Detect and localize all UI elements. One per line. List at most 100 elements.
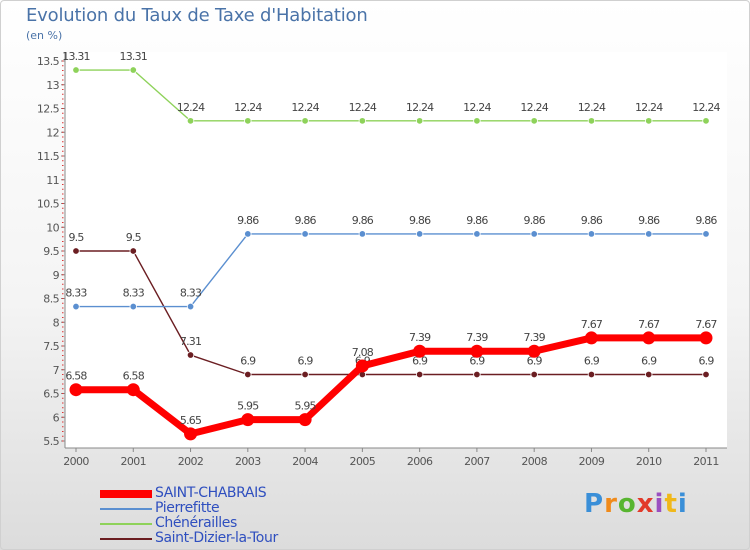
x-tick-label: 2007 [464,455,490,468]
data-point-saint-chabrais [584,331,598,345]
y-minor-tick [62,250,64,252]
data-label-chenerailles: 12.24 [349,101,377,114]
data-label-saint-chabrais: 5.95 [237,400,259,413]
data-point-saint-chabrais [355,359,369,373]
logo-letter: o [617,489,637,519]
data-label-saint-dizier-la-tour: 7.31 [180,335,201,348]
data-point-pierrefitte [358,230,367,238]
x-tick-label: 2005 [350,455,376,468]
y-minor-tick [62,364,64,366]
y-minor-tick [62,359,64,361]
y-minor-tick [62,79,64,81]
y-minor-tick [62,350,64,352]
y-minor-tick [62,84,64,86]
y-minor-tick [62,383,64,385]
data-point-chenerailles [473,117,481,125]
y-minor-tick [62,397,64,399]
data-label-saint-chabrais: 6.58 [65,370,87,383]
data-label-chenerailles: 12.24 [463,101,491,114]
data-label-saint-chabrais: 6.58 [123,370,145,383]
y-minor-tick [62,231,64,233]
y-minor-tick [62,112,64,114]
data-label-saint-dizier-la-tour: 9.5 [68,231,84,244]
data-point-saint-dizier-la-tour [301,370,309,379]
y-minor-tick [62,103,64,105]
data-label-saint-chabrais: 7.67 [695,318,717,331]
data-label-saint-dizier-la-tour: 6.9 [698,355,714,368]
y-minor-tick [62,279,64,280]
data-point-pierrefitte [244,230,252,238]
y-minor-tick [62,388,64,390]
x-tick-label: 2000 [63,455,89,468]
y-minor-tick [62,89,64,90]
y-tick-label: 10 [46,221,59,234]
chart-unit-label: (en %) [26,29,63,42]
data-label-pierrefitte: 9.86 [352,214,374,227]
data-point-pierrefitte [186,302,195,311]
y-minor-tick [62,93,64,95]
data-point-pierrefitte [72,302,80,311]
data-point-pierrefitte [587,230,596,238]
data-label-chenerailles: 12.24 [692,101,720,114]
data-point-pierrefitte [702,230,710,238]
data-label-saint-dizier-la-tour: 6.9 [527,355,543,368]
data-label-pierrefitte: 9.86 [466,214,488,227]
data-label-saint-chabrais: 7.39 [409,331,431,344]
y-minor-tick [62,169,64,171]
y-tick-label: 9.5 [43,245,59,258]
y-minor-tick [62,241,64,242]
y-tick-label: 7.5 [43,340,59,353]
y-tick-label: 13.5 [37,55,60,68]
data-point-chenerailles [301,117,309,125]
y-minor-tick [62,236,64,238]
y-minor-tick [62,136,64,138]
y-minor-tick [62,212,64,214]
data-label-chenerailles: 12.24 [291,101,319,114]
y-minor-tick [62,421,64,423]
data-label-pierrefitte: 8.33 [180,287,202,300]
series-line-saint-chabrais [72,334,710,438]
y-minor-tick [62,440,64,442]
data-label-saint-chabrais: 5.95 [294,400,316,413]
y-minor-tick [62,374,64,375]
data-label-saint-dizier-la-tour: 6.9 [469,355,485,368]
data-label-saint-dizier-la-tour: 6.9 [641,355,657,368]
y-minor-tick [62,188,64,190]
data-point-saint-chabrais [69,383,83,397]
y-tick-label: 7 [53,364,60,377]
y-minor-tick [62,150,64,152]
logo-letter: x [636,489,655,519]
y-minor-tick [62,131,64,133]
y-minor-tick [62,402,64,404]
y-minor-tick [62,355,64,356]
y-minor-tick [62,127,64,128]
y-minor-tick [62,393,64,394]
data-point-chenerailles [244,117,252,125]
y-minor-tick [62,260,64,261]
x-tick-label: 2001 [120,455,146,468]
y-minor-tick [62,426,64,428]
y-tick-label: 12.5 [37,103,60,116]
legend-label-pierrefitte: Pierrefitte [155,500,220,516]
data-label-pierrefitte: 9.86 [581,214,603,227]
data-label-chenerailles: 12.24 [406,101,434,114]
legend-swatch-chenerailles [100,523,152,525]
data-point-saint-dizier-la-tour [244,370,252,379]
y-minor-tick [62,98,64,100]
data-point-saint-dizier-la-tour [129,247,137,255]
y-minor-tick [62,326,64,328]
y-minor-tick [62,160,64,162]
y-tick-label: 11 [46,174,59,187]
y-minor-tick [62,165,64,166]
data-label-saint-chabrais: 7.67 [638,318,660,331]
y-minor-tick [62,274,64,276]
y-minor-tick [62,321,64,323]
y-minor-tick [62,283,64,285]
y-minor-tick [62,407,64,409]
y-minor-tick [62,298,64,299]
data-label-pierrefitte: 9.86 [409,214,431,227]
proxiti-logo: Proxiti [584,489,688,519]
y-tick-label: 10.5 [37,198,60,211]
y-minor-tick [62,60,64,62]
data-label-chenerailles: 12.24 [234,101,262,114]
